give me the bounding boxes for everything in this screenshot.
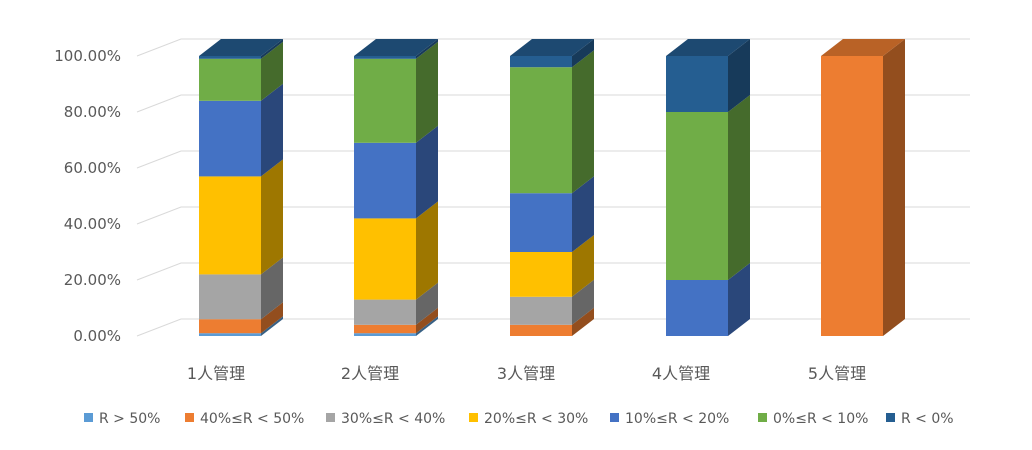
bar-segment-side [728, 95, 750, 280]
legend-label: 0%≤R < 10% [773, 411, 868, 427]
y-tick-label: 0.00% [73, 327, 121, 345]
bar-segment [666, 112, 728, 280]
x-axis-categories: 1人管理 2人管理 3人管理 4人管理 5人管理 [187, 364, 866, 383]
bar-segment [354, 142, 416, 219]
bar-top [354, 39, 438, 56]
bars [199, 39, 905, 336]
bar-top [821, 39, 905, 56]
y-tick-label: 40.00% [64, 215, 121, 233]
legend-label: 40%≤R < 50% [200, 411, 304, 427]
bar-segment [510, 252, 572, 297]
bar-segment [199, 58, 261, 101]
bar-segment-side [416, 201, 438, 300]
bar-top [510, 39, 594, 56]
legend: R > 50% 40%≤R < 50% 30%≤R < 40% 20%≤R < 30%… [84, 411, 954, 427]
bar-stack [354, 39, 438, 336]
y-tick-label: 80.00% [64, 103, 121, 121]
bar-segment-side [572, 279, 594, 325]
bar-segment [666, 280, 728, 336]
bar-segment-side [728, 39, 750, 112]
bar-segment-side [416, 39, 438, 59]
bar-segment-side [261, 302, 283, 334]
bar-segment-side [261, 83, 283, 177]
bar-segment-side [728, 263, 750, 336]
bar-segment-side [261, 257, 283, 320]
legend-label: R > 50% [99, 411, 160, 427]
bar-stack [666, 39, 750, 336]
y-tick-label: 100.00% [54, 47, 121, 65]
bar-segment [510, 56, 572, 68]
y-axis-ticks: 0.00% 20.00% 40.00% 60.00% 80.00% 100.00% [54, 47, 121, 345]
y-tick-label: 20.00% [64, 271, 121, 289]
bar-stack [821, 39, 905, 336]
bar-segment-side [416, 282, 438, 325]
legend-swatch [326, 413, 335, 422]
legend-label: R < 0% [901, 411, 954, 427]
bar-segment [510, 67, 572, 194]
legend-swatch [469, 413, 478, 422]
bar-segment [666, 56, 728, 112]
bar-stack [199, 39, 283, 336]
bar-top [666, 39, 750, 56]
legend-swatch [758, 413, 767, 422]
bar-segment-side [261, 39, 283, 59]
bar-segment-side [883, 39, 905, 336]
bar-segment-side [572, 50, 594, 194]
bar-segment [354, 58, 416, 143]
bar-segment-side [572, 39, 594, 68]
bar-segment [510, 193, 572, 252]
bar-segment [510, 324, 572, 336]
legend-swatch [185, 413, 194, 422]
bar-segment [199, 176, 261, 275]
legend-label: 30%≤R < 40% [341, 411, 445, 427]
legend-swatch [84, 413, 93, 422]
x-category-label: 1人管理 [187, 364, 245, 383]
bar-segment [354, 333, 416, 336]
bar-segment [510, 296, 572, 325]
x-category-label: 5人管理 [808, 364, 866, 383]
bar-top [199, 39, 283, 56]
bar-segment [354, 218, 416, 300]
bar-segment-side [416, 307, 438, 334]
bar-segment-side [572, 235, 594, 297]
x-category-label: 3人管理 [497, 364, 555, 383]
bar-segment-side [261, 159, 283, 275]
bar-segment [354, 56, 416, 59]
bar-segment-side [572, 307, 594, 336]
bar-segment-side [416, 125, 438, 219]
legend-label: 10%≤R < 20% [625, 411, 729, 427]
bar-segment [199, 100, 261, 177]
bar-segment [821, 56, 883, 336]
bar-segment [199, 319, 261, 334]
legend-label: 20%≤R < 30% [484, 411, 588, 427]
bar-segment [354, 299, 416, 325]
legend-swatch [886, 413, 895, 422]
bar-segment-side [416, 316, 438, 336]
bar-segment-side [261, 316, 283, 336]
legend-swatch [610, 413, 619, 422]
bar-segment [199, 56, 261, 59]
y-tick-label: 60.00% [64, 159, 121, 177]
x-category-label: 2人管理 [341, 364, 399, 383]
bar-segment [199, 274, 261, 320]
x-category-label: 4人管理 [652, 364, 710, 383]
bar-segment-side [261, 41, 283, 101]
bar-segment [354, 324, 416, 334]
bar-segment [199, 333, 261, 336]
bar-segment-side [416, 41, 438, 143]
bar-segment-side [572, 176, 594, 252]
bar-stack [510, 39, 594, 336]
